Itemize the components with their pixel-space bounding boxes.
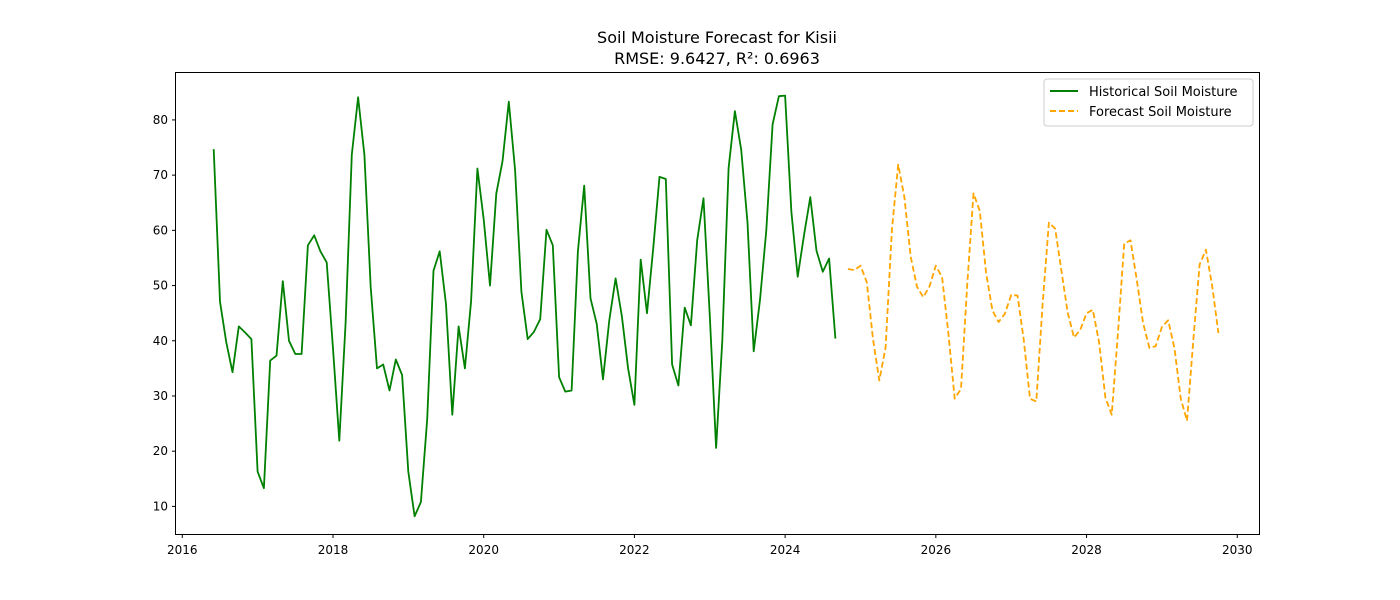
y-tick-label: 40 <box>153 334 168 348</box>
legend-label-forecast: Forecast Soil Moisture <box>1089 105 1232 120</box>
x-axis: 2016 2018 2020 2022 2024 2026 2028 2030 <box>167 534 1253 557</box>
y-tick-label: 30 <box>153 389 168 403</box>
y-tick-label: 70 <box>153 168 168 182</box>
plot-area <box>175 72 1260 535</box>
legend-label-historical: Historical Soil Moisture <box>1089 85 1238 100</box>
chart-title: Soil Moisture Forecast for Kisii <box>597 28 837 47</box>
plot-frame <box>175 72 1260 535</box>
x-tick-label: 2030 <box>1222 543 1253 557</box>
x-tick-label: 2020 <box>468 543 499 557</box>
y-tick-label: 50 <box>153 279 168 293</box>
legend-box <box>1043 78 1254 127</box>
y-tick-label: 60 <box>153 223 168 237</box>
series-line-historical <box>212 94 837 518</box>
series-line-forecast <box>847 163 1220 422</box>
x-tick-label: 2018 <box>318 543 349 557</box>
x-tick-label: 2016 <box>167 543 198 557</box>
series-layer <box>212 94 1220 518</box>
x-tick-label: 2024 <box>770 543 801 557</box>
legend: Historical Soil Moisture Forecast Soil M… <box>1043 78 1254 127</box>
x-tick-label: 2022 <box>619 543 650 557</box>
x-tick-label: 2028 <box>1071 543 1102 557</box>
y-tick-label: 80 <box>153 113 168 127</box>
y-tick-label: 20 <box>153 444 168 458</box>
x-tick-label: 2026 <box>921 543 952 557</box>
y-axis: 10 20 30 40 50 60 70 80 <box>153 113 176 513</box>
y-tick-label: 10 <box>153 499 168 513</box>
chart-subtitle: RMSE: 9.6427, R²: 0.6963 <box>614 49 820 68</box>
